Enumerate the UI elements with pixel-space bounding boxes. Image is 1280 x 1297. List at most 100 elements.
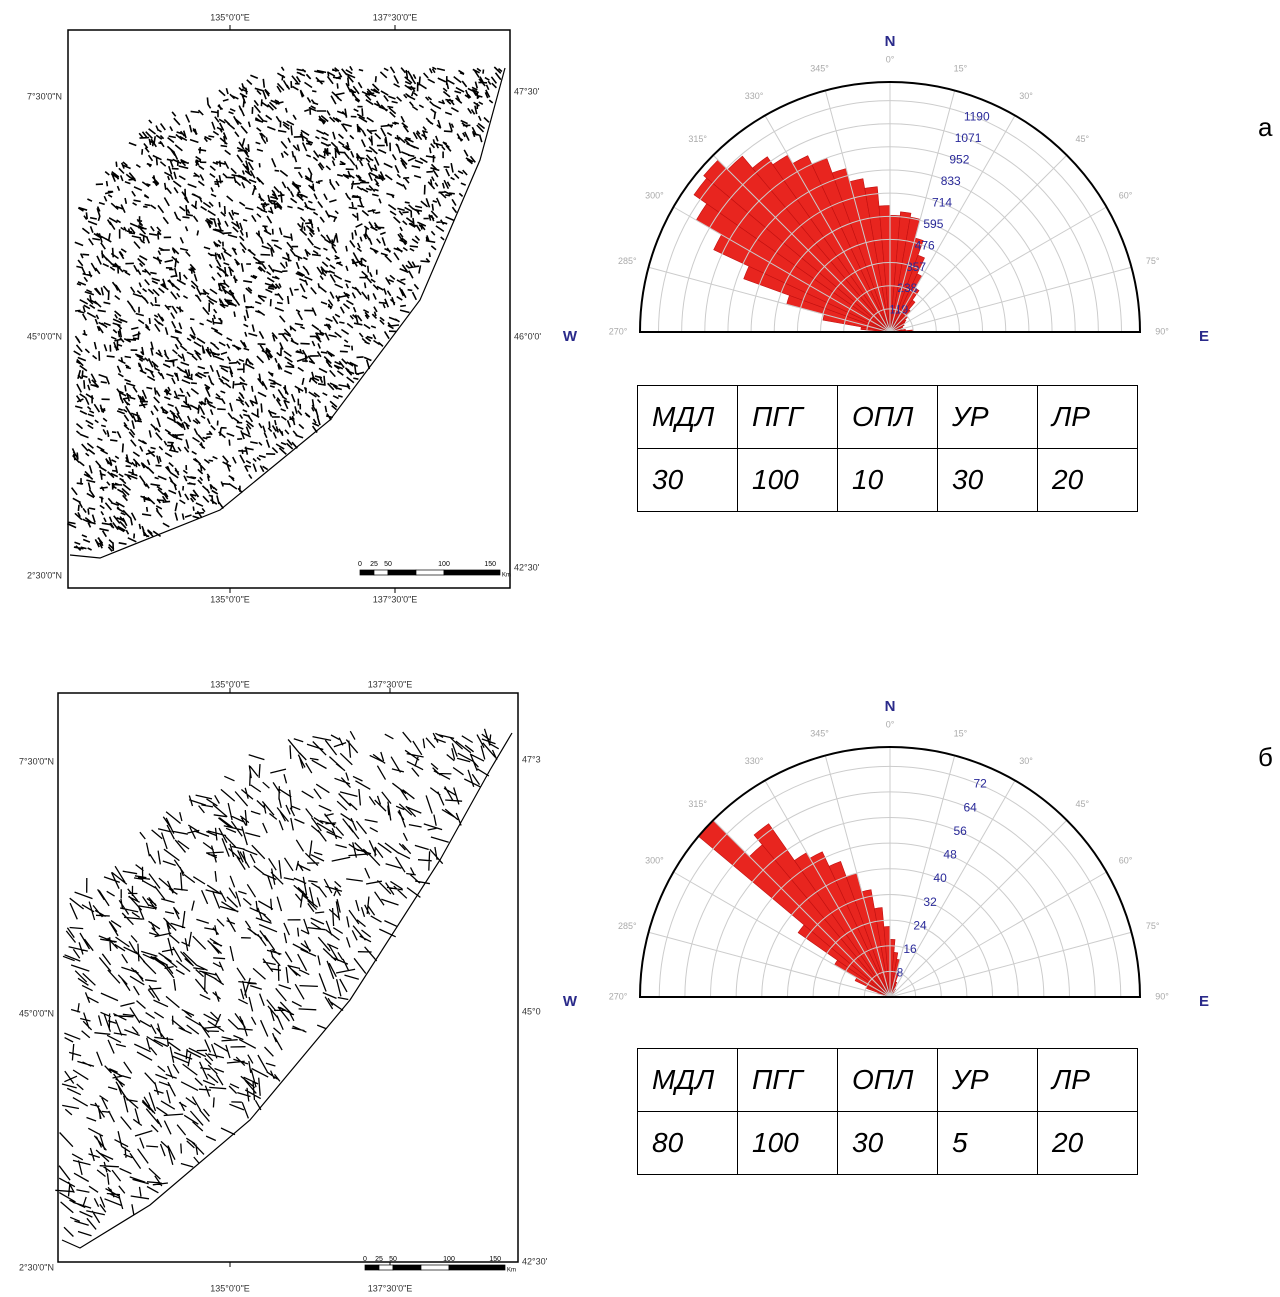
- grid-spoke: [824, 90, 891, 333]
- coastline: [61, 732, 513, 1249]
- table-header-cell: ОПЛ: [837, 385, 938, 449]
- compass-label: E: [1199, 328, 1209, 345]
- grid-spoke: [889, 871, 1107, 998]
- theta-tick-label: 75°: [1146, 921, 1160, 931]
- table-header-cell: ПГГ: [737, 385, 838, 449]
- r-tick-label: 16: [903, 942, 917, 956]
- table-header-cell: ЛР: [1037, 385, 1138, 449]
- map-frame: [67, 29, 511, 589]
- rose-bar: [753, 823, 891, 998]
- table-header-cell: УР: [937, 1048, 1038, 1112]
- r-tick-label: 40: [933, 871, 947, 885]
- r-tick-label: 8: [897, 966, 904, 980]
- scale-label: 150: [484, 561, 496, 568]
- rose-bar: [864, 186, 891, 333]
- table-row: 30 100 10 30 20: [637, 448, 1138, 512]
- table-cell: 100: [737, 1111, 838, 1175]
- theta-tick-label: 330°: [745, 91, 764, 101]
- theta-tick-label: 315°: [688, 134, 707, 144]
- theta-tick-label: 0°: [886, 54, 895, 64]
- r-tick-label: 56: [953, 824, 967, 838]
- coastline: [69, 67, 506, 559]
- table-header-cell: ОПЛ: [837, 1048, 938, 1112]
- theta-tick-label: 270°: [609, 991, 628, 1001]
- table-cell: 5: [937, 1111, 1038, 1175]
- scale-bar: [387, 569, 417, 576]
- theta-tick-label: 15°: [954, 64, 968, 74]
- grid-spoke: [764, 780, 891, 998]
- latitude-label: 45°0'0"N: [19, 1008, 54, 1018]
- r-tick-label: 119: [889, 303, 908, 317]
- scale-bar: [420, 1264, 450, 1271]
- theta-tick-label: 285°: [618, 921, 637, 931]
- grid-spoke: [764, 115, 891, 333]
- longitude-label: 137°30'0"E: [368, 679, 413, 689]
- scale-label: 50: [389, 1256, 397, 1263]
- compass-label: W: [563, 993, 578, 1010]
- rose-outline: [638, 81, 1142, 333]
- table-header-cell: ЛР: [1037, 1048, 1138, 1112]
- scale-label: 0: [358, 561, 362, 568]
- rose-bar: [828, 861, 891, 998]
- r-tick-label: 476: [915, 238, 935, 252]
- compass-label: W: [563, 328, 578, 345]
- latitude-label: 47°3: [522, 754, 541, 764]
- lineaments: [66, 65, 503, 552]
- grid-spoke: [648, 266, 891, 333]
- scale-label: 50: [384, 561, 392, 568]
- scale-label: 25: [370, 561, 378, 568]
- table-cell: 30: [937, 448, 1038, 512]
- latitude-label: 2°30'0"N: [27, 570, 62, 580]
- theta-tick-label: 75°: [1146, 256, 1160, 266]
- theta-tick-label: 60°: [1119, 855, 1133, 865]
- longitude-label: 135°0'0"E: [210, 679, 250, 689]
- rose-outline: [638, 746, 1142, 998]
- table-row: МДЛ ПГГ ОПЛ УР ЛР: [637, 385, 1138, 449]
- table-header-cell: МДЛ: [637, 385, 738, 449]
- r-tick-label: 357: [906, 260, 926, 274]
- parameter-table: МДЛ ПГГ ОПЛ УР ЛР 80 100 30 5 20: [637, 1048, 1138, 1175]
- scale-bar: [443, 569, 501, 576]
- grid-spoke: [712, 819, 891, 998]
- scale-bar: [373, 569, 389, 576]
- latitude-label: 42°30': [522, 1256, 548, 1266]
- scale-bar: [448, 1264, 506, 1271]
- scale-label: 0: [363, 1256, 367, 1263]
- grid-spoke: [889, 115, 1016, 333]
- grid-spoke: [712, 154, 891, 333]
- r-tick-label: 714: [932, 195, 952, 209]
- longitude-label: 135°0'0"E: [210, 594, 250, 604]
- longitude-label: 137°30'0"E: [368, 1283, 413, 1293]
- scale-bar: [378, 1264, 394, 1271]
- latitude-label: 42°30': [514, 562, 540, 572]
- table-cell: 80: [637, 1111, 738, 1175]
- compass-label: N: [885, 33, 896, 50]
- r-tick-label: 1190: [964, 110, 990, 124]
- longitude-label: 137°30'0"E: [373, 12, 418, 22]
- rose-bar: [889, 299, 916, 333]
- theta-tick-label: 0°: [886, 719, 895, 729]
- theta-tick-label: 45°: [1076, 134, 1090, 144]
- scale-unit: Km: [502, 573, 511, 579]
- grid-spoke: [889, 780, 1016, 998]
- theta-tick-label: 45°: [1076, 799, 1090, 809]
- r-tick-label: 72: [973, 777, 987, 791]
- r-tick-label: 833: [941, 174, 961, 188]
- theta-tick-label: 30°: [1019, 756, 1033, 766]
- scale-label: 100: [443, 1256, 455, 1263]
- grid-spoke: [673, 871, 891, 998]
- table-cell: 20: [1037, 448, 1138, 512]
- scale-bar: [392, 1264, 422, 1271]
- longitude-label: 135°0'0"E: [210, 12, 250, 22]
- latitude-label: 47°30': [514, 86, 540, 96]
- map-frame: [57, 692, 519, 1263]
- grid-spoke: [824, 755, 891, 998]
- compass-label: N: [885, 698, 896, 715]
- table-header-cell: УР: [937, 385, 1038, 449]
- latitude-label: 7°30'0"N: [27, 91, 62, 101]
- scale-bar: [415, 569, 445, 576]
- grid-spoke: [889, 90, 956, 333]
- table-cell: 30: [637, 448, 738, 512]
- theta-tick-label: 330°: [745, 756, 764, 766]
- r-tick-label: 1071: [955, 131, 982, 145]
